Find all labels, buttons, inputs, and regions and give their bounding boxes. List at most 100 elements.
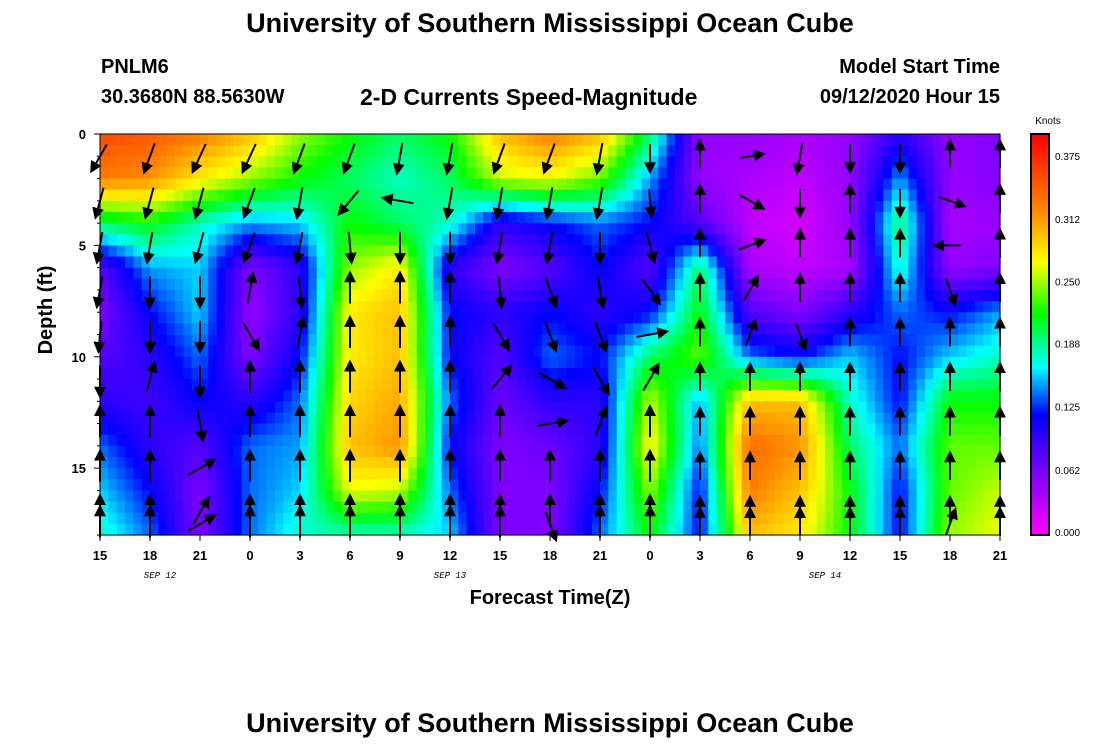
heatmap-cell bbox=[541, 289, 551, 302]
heatmap-cell bbox=[833, 145, 843, 157]
heatmap-cell bbox=[341, 223, 351, 235]
heatmap-cell bbox=[591, 390, 601, 402]
heatmap-cell bbox=[183, 523, 193, 536]
heatmap-cell bbox=[950, 479, 959, 492]
heatmap-cell bbox=[283, 245, 293, 258]
heatmap-cell bbox=[616, 145, 626, 157]
heatmap-cell bbox=[166, 256, 176, 269]
heatmap-cell bbox=[800, 523, 809, 536]
heatmap-cell bbox=[200, 334, 209, 347]
heatmap-cell bbox=[908, 412, 918, 425]
heatmap-cell bbox=[266, 479, 276, 492]
heatmap-cell bbox=[633, 468, 643, 480]
heatmap-cell bbox=[516, 334, 526, 347]
heatmap-cell bbox=[758, 223, 768, 235]
heatmap-cell bbox=[791, 367, 801, 380]
heatmap-cell bbox=[725, 334, 734, 347]
heatmap-cell bbox=[933, 189, 943, 202]
heatmap-cell bbox=[550, 323, 559, 336]
heatmap-cell bbox=[266, 278, 276, 291]
heatmap-cell bbox=[325, 401, 334, 414]
heatmap-cell bbox=[383, 379, 393, 391]
heatmap-cell bbox=[625, 501, 634, 514]
heatmap-cell bbox=[633, 434, 643, 447]
heatmap-cell bbox=[383, 345, 393, 358]
heatmap-cell bbox=[350, 134, 359, 146]
heatmap-cell bbox=[508, 356, 518, 369]
heatmap-cell bbox=[666, 223, 676, 235]
heatmap-cell bbox=[350, 156, 359, 169]
heatmap-cell bbox=[308, 323, 318, 336]
heatmap-cell bbox=[766, 145, 776, 157]
heatmap-cell bbox=[175, 367, 184, 380]
heatmap-cell bbox=[400, 390, 409, 402]
heatmap-cell bbox=[558, 334, 568, 347]
heatmap-cell bbox=[241, 134, 251, 146]
heatmap-cell bbox=[191, 167, 201, 180]
heatmap-cell bbox=[108, 512, 118, 525]
heatmap-cell bbox=[333, 289, 343, 302]
heatmap-cell bbox=[966, 390, 976, 402]
heatmap-cell bbox=[283, 334, 293, 347]
heatmap-cell bbox=[641, 323, 651, 336]
heatmap-cell bbox=[400, 245, 409, 258]
heatmap-cell bbox=[575, 345, 584, 358]
heatmap-cell bbox=[850, 345, 859, 358]
heatmap-cell bbox=[258, 334, 268, 347]
heatmap-cell bbox=[341, 134, 351, 146]
heatmap-cell bbox=[683, 167, 693, 180]
heatmap-cell bbox=[850, 390, 859, 402]
heatmap-cell bbox=[758, 356, 768, 369]
heatmap-cell bbox=[233, 211, 243, 224]
heatmap-cell bbox=[125, 211, 134, 224]
heatmap-cell bbox=[425, 479, 434, 492]
heatmap-cell bbox=[250, 490, 259, 503]
heatmap-cell bbox=[158, 256, 168, 269]
current-vector bbox=[192, 232, 205, 265]
heatmap-cell bbox=[316, 367, 326, 380]
heatmap-cell bbox=[258, 345, 268, 358]
heatmap-cell bbox=[600, 367, 609, 380]
heatmap-cell bbox=[208, 423, 218, 436]
heatmap-cell bbox=[675, 312, 684, 324]
heatmap-cell bbox=[975, 301, 984, 313]
heatmap-cell bbox=[625, 256, 634, 269]
heatmap-cell bbox=[700, 156, 709, 169]
heatmap-cell bbox=[475, 134, 484, 146]
heatmap-cell bbox=[833, 445, 843, 458]
heatmap-cell bbox=[108, 479, 118, 492]
heatmap-cell bbox=[525, 445, 534, 458]
heatmap-cell bbox=[983, 457, 993, 469]
heatmap-cell bbox=[483, 367, 493, 380]
heatmap-cell bbox=[575, 211, 584, 224]
heatmap-cell bbox=[150, 479, 159, 492]
heatmap-cell bbox=[925, 323, 934, 336]
heatmap-cell bbox=[550, 134, 559, 146]
heatmap-cell bbox=[266, 178, 276, 191]
heatmap-cell bbox=[533, 334, 543, 347]
heatmap-cell bbox=[375, 289, 384, 302]
heatmap-cell bbox=[558, 211, 568, 224]
heatmap-cell bbox=[191, 278, 201, 291]
heatmap-cell bbox=[900, 367, 909, 380]
heatmap-cell bbox=[641, 434, 651, 447]
heatmap-cell bbox=[400, 234, 409, 246]
heatmap-cell bbox=[150, 512, 159, 525]
heatmap-cell bbox=[425, 267, 434, 280]
heatmap-cell bbox=[241, 345, 251, 358]
heatmap-cell bbox=[808, 211, 818, 224]
heatmap-cell bbox=[166, 345, 176, 358]
heatmap-cell bbox=[891, 267, 901, 280]
heatmap-cell bbox=[100, 423, 109, 436]
heatmap-cell bbox=[175, 423, 184, 436]
heatmap-cell bbox=[158, 234, 168, 246]
heatmap-cell bbox=[558, 245, 568, 258]
heatmap-cell bbox=[575, 301, 584, 313]
heatmap-cell bbox=[508, 390, 518, 402]
heatmap-cell bbox=[650, 512, 659, 525]
heatmap-cell bbox=[883, 379, 893, 391]
x-tick-label: 0 bbox=[246, 548, 253, 563]
heatmap-cell bbox=[383, 211, 393, 224]
heatmap-cell bbox=[450, 512, 459, 525]
